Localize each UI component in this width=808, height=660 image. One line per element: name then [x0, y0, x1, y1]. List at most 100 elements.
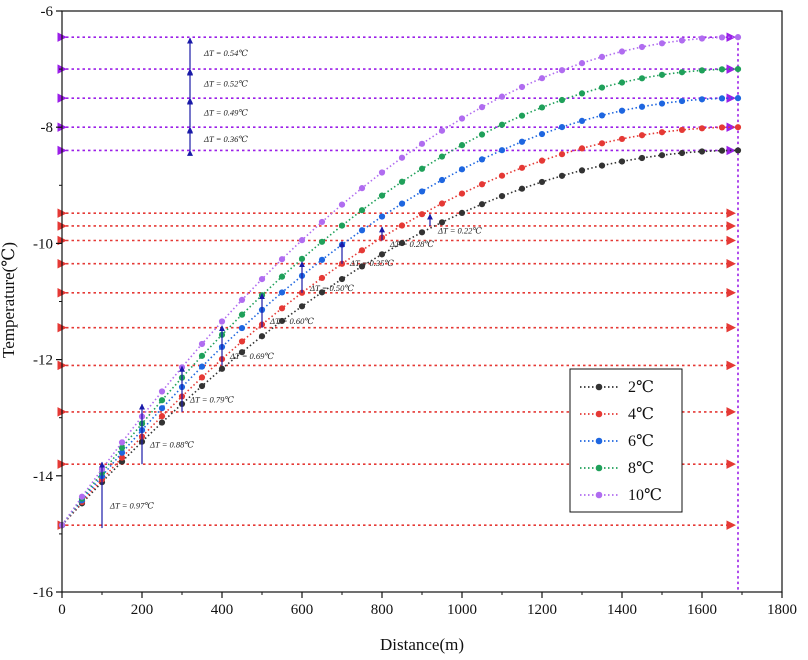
series-point — [538, 75, 546, 82]
series-point — [338, 260, 346, 267]
series-point — [438, 200, 446, 207]
series-point — [478, 104, 486, 111]
y-tick-label: -8 — [41, 120, 54, 136]
series-point — [518, 83, 526, 91]
series-point — [518, 164, 526, 171]
delta-label: ΔT = 0.35℃ — [349, 258, 394, 268]
x-tick-label: 600 — [291, 602, 314, 618]
legend-label: 4℃ — [628, 406, 654, 423]
series-point — [298, 255, 306, 262]
series-point — [298, 303, 306, 310]
series-point — [598, 162, 606, 169]
series-point — [734, 66, 742, 73]
series-point — [318, 238, 326, 245]
legend-swatch-marker — [595, 491, 603, 499]
series-point — [718, 147, 726, 154]
series-point — [198, 340, 206, 348]
series-point — [678, 69, 686, 76]
x-tick-label: 1400 — [607, 602, 637, 618]
series-point — [418, 188, 426, 195]
series-point — [638, 154, 646, 162]
delta-label: ΔT = 0.36℃ — [203, 134, 248, 144]
delta-label: ΔT = 0.69℃ — [229, 351, 274, 361]
y-axis-title: Temperature(℃) — [0, 242, 18, 358]
series-point — [378, 213, 386, 220]
series-point — [618, 107, 626, 114]
series-point — [458, 142, 466, 149]
legend-label: 2℃ — [628, 379, 654, 396]
series-point — [278, 256, 286, 263]
series-point — [298, 237, 306, 244]
delta-label: ΔT = 0.97℃ — [109, 501, 154, 511]
series-point — [638, 43, 646, 51]
series-point — [238, 349, 246, 356]
series-point — [338, 201, 346, 208]
series-point — [238, 324, 246, 332]
axes: 0 200 400 600 800 1000 1200 1400 1600 1800 -6 -8 -10… — [33, 4, 797, 618]
series-point — [318, 256, 326, 263]
delta-label: ΔT = 0.54℃ — [203, 48, 248, 58]
series-point — [458, 166, 466, 173]
series-point — [698, 67, 706, 74]
series-point — [478, 156, 486, 163]
series-point — [498, 121, 506, 128]
series-point — [638, 132, 646, 139]
series-point — [418, 140, 426, 147]
series-point — [698, 148, 706, 155]
series-point — [318, 218, 326, 226]
series-point — [278, 289, 286, 296]
series-point — [418, 229, 426, 236]
y-tick-label: -6 — [41, 4, 54, 20]
y-tick-label: -12 — [33, 353, 53, 369]
series-point — [358, 207, 366, 214]
series-point — [238, 311, 246, 318]
series-point — [658, 71, 666, 78]
series-point — [198, 363, 206, 370]
series-point — [338, 222, 346, 229]
series-point — [558, 67, 566, 74]
series-point — [278, 305, 286, 312]
series-point — [358, 185, 366, 192]
legend-swatch-marker — [595, 383, 603, 391]
series-point — [198, 382, 206, 390]
x-tick-label: 1800 — [767, 602, 797, 618]
series-point — [498, 93, 506, 100]
series-point — [578, 117, 586, 124]
series-point — [518, 138, 526, 145]
series-point — [378, 169, 386, 176]
legend-swatch-marker — [595, 464, 603, 472]
series-point — [638, 103, 646, 110]
series-point — [458, 209, 466, 217]
series-point — [698, 125, 706, 132]
series-point — [378, 251, 386, 258]
series-point — [438, 219, 446, 226]
x-tick-label: 1000 — [447, 602, 477, 618]
series-point — [478, 131, 486, 138]
series-point — [558, 124, 566, 131]
series-point — [78, 493, 86, 500]
series-point — [158, 419, 166, 426]
series-point — [218, 365, 226, 372]
series-point — [734, 95, 742, 102]
series-point — [398, 154, 406, 161]
series-point — [338, 275, 346, 283]
series-point — [518, 185, 526, 192]
series-point — [538, 104, 546, 111]
series-point — [478, 181, 486, 188]
series-point — [498, 147, 506, 154]
x-tick-label: 1200 — [527, 602, 557, 618]
series-point — [518, 112, 526, 119]
series-point — [618, 135, 626, 143]
y-tick-label: -16 — [33, 585, 53, 601]
series-point — [398, 222, 406, 229]
series-point — [618, 79, 626, 86]
series-point — [158, 388, 166, 395]
series-point — [678, 126, 686, 134]
series-point — [658, 129, 666, 136]
series-point — [658, 152, 666, 159]
series-point — [118, 444, 126, 451]
delta-label: ΔT = 0.52℃ — [203, 79, 248, 89]
delta-label: ΔT = 0.22℃ — [437, 226, 482, 236]
series-point — [658, 100, 666, 107]
